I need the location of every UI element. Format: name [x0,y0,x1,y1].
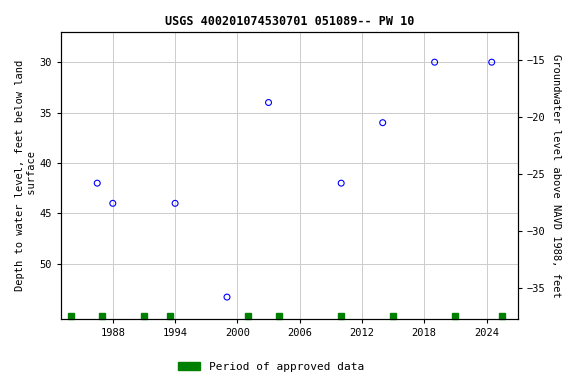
Point [264,99,273,106]
Point [487,59,497,65]
Title: USGS 400201074530701 051089-- PW 10: USGS 400201074530701 051089-- PW 10 [165,15,414,28]
Legend: Period of approved data: Period of approved data [173,358,368,377]
Point [222,294,232,300]
Point [170,200,180,206]
Y-axis label: Groundwater level above NAVD 1988, feet: Groundwater level above NAVD 1988, feet [551,54,561,298]
Point [108,200,118,206]
Point [378,119,387,126]
Y-axis label: Depth to water level, feet below land
 surface: Depth to water level, feet below land su… [15,60,37,291]
Point [93,180,102,186]
Point [430,59,439,65]
Point [336,180,346,186]
